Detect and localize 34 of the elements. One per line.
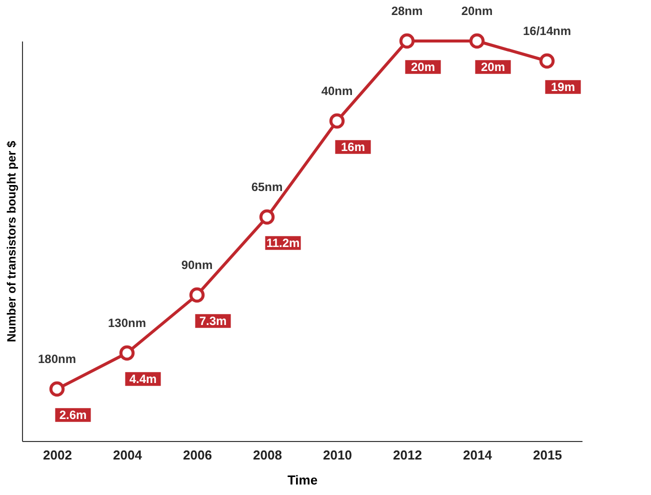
data-label: 7.3m bbox=[199, 314, 227, 328]
text: 20nm bbox=[461, 4, 493, 18]
point bbox=[399, 33, 415, 49]
x-axis-title: Time bbox=[287, 472, 318, 488]
text: 28nm bbox=[391, 4, 423, 18]
data-label: 20m bbox=[480, 60, 506, 74]
annotation: 65nm bbox=[251, 180, 283, 194]
x-tick-label: 2004 bbox=[113, 448, 143, 462]
text: 16/14nm bbox=[522, 24, 572, 38]
point bbox=[119, 345, 135, 361]
data-label: 11.2m bbox=[266, 236, 300, 250]
data-label: 4.4m bbox=[129, 372, 157, 386]
data-label: 2.6m bbox=[59, 408, 87, 422]
data-label: 16m bbox=[340, 140, 366, 154]
x-tick-label: 2008 bbox=[253, 448, 282, 462]
x-tick-label: 2015 bbox=[533, 448, 562, 462]
annotation: 40nm bbox=[321, 84, 353, 98]
point bbox=[49, 381, 65, 397]
data-label: 20m bbox=[410, 60, 436, 74]
point bbox=[189, 287, 205, 303]
x-tick-label: 2012 bbox=[393, 448, 422, 462]
point bbox=[329, 113, 345, 129]
data-label: 19m bbox=[550, 80, 576, 94]
x-tick-label: 2002 bbox=[43, 448, 72, 462]
x-tick-label: 2014 bbox=[463, 448, 493, 462]
annotation: 90nm bbox=[181, 258, 213, 272]
x-tick-label: 2010 bbox=[323, 448, 352, 462]
y-axis-title: Number of transistors bought per $ bbox=[4, 140, 18, 342]
point bbox=[469, 33, 485, 49]
annotation: 130nm bbox=[108, 316, 146, 330]
point bbox=[539, 53, 555, 69]
annotation: 180nm bbox=[38, 352, 76, 366]
x-tick-label: 2006 bbox=[183, 448, 212, 462]
point bbox=[259, 209, 275, 225]
